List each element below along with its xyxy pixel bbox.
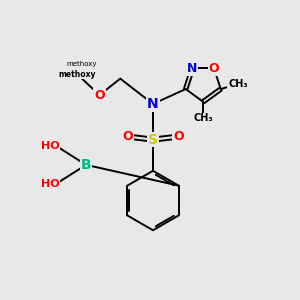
Text: CH₃: CH₃: [228, 80, 248, 89]
Text: N: N: [187, 62, 197, 75]
Text: N: N: [147, 97, 159, 111]
Text: O: O: [173, 130, 184, 143]
Text: O: O: [209, 62, 219, 75]
Text: CH₃: CH₃: [194, 113, 213, 123]
Text: HO: HO: [41, 140, 60, 151]
Text: S: S: [148, 133, 158, 147]
Text: methoxy: methoxy: [66, 61, 97, 67]
Text: HO: HO: [41, 179, 60, 189]
Text: O: O: [94, 88, 105, 101]
Text: B: B: [81, 158, 92, 172]
Text: O: O: [122, 130, 133, 143]
Text: methoxy: methoxy: [58, 70, 96, 79]
